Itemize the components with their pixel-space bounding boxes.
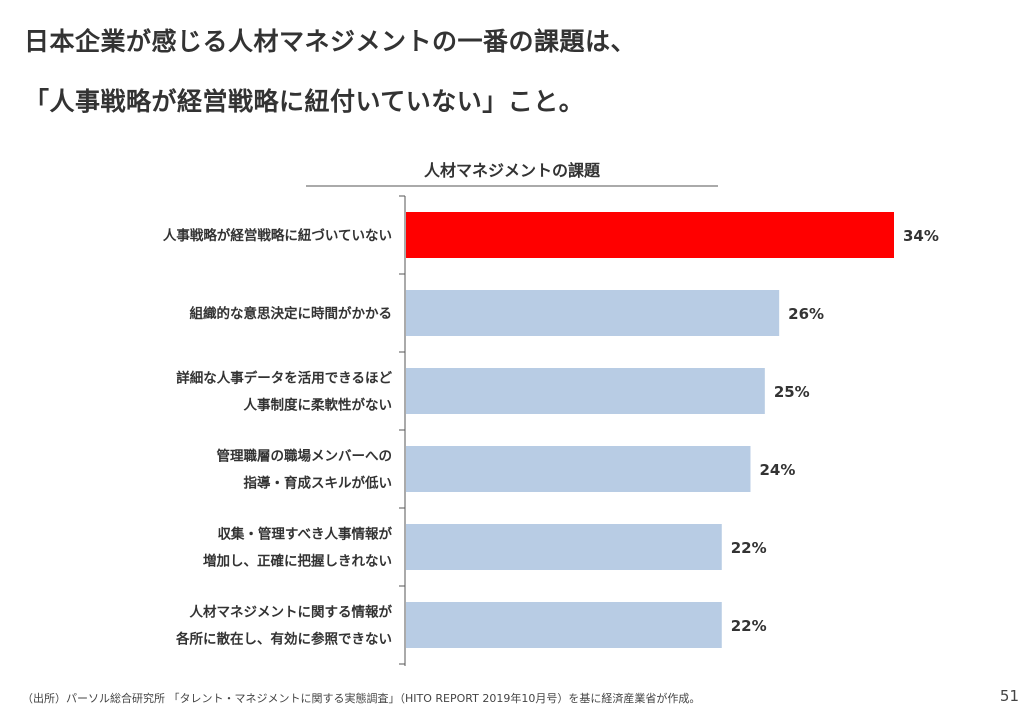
category-label: 人材マネジメントに関する情報が [190,604,393,621]
bar [406,368,765,414]
value-label: 22% [731,617,767,635]
category-label: 各所に散在し、有効に参照できない [175,631,392,648]
category-label: 管理職層の職場メンバーへの [217,448,393,465]
page-number: 51 [999,687,1019,705]
value-label: 34% [903,227,939,245]
category-label: 増加し、正確に把握しきれない [203,553,392,570]
chart-title: 人材マネジメントの課題 [424,161,601,180]
category-label: 指導・育成スキルが低い [244,475,393,492]
category-label: 人事制度に柔軟性がない [244,397,393,414]
category-label: 収集・管理すべき人事情報が [217,526,392,543]
value-label: 25% [774,383,810,401]
source-note: （出所）パーソル総合研究所 「タレント・マネジメントに関する実態調査」（HITO… [22,692,701,705]
category-label: 詳細な人事データを活用できるほど [176,370,392,387]
bar [406,524,722,570]
bar [406,290,780,336]
bar [406,446,751,492]
value-label: 24% [759,461,795,479]
bar [406,212,894,258]
category-label: 組織的な意思決定に時間がかかる [190,305,393,322]
value-label: 22% [731,539,767,557]
page-title-line-2: 「人事戦略が経営戦略に紐付いていない」こと。 [24,87,585,116]
value-label: 26% [788,305,824,323]
page-title-line-1: 日本企業が感じる人材マネジメントの一番の課題は、 [24,27,637,56]
category-label: 人事戦略が経営戦略に紐づいていない [163,227,392,244]
bar [406,602,722,648]
